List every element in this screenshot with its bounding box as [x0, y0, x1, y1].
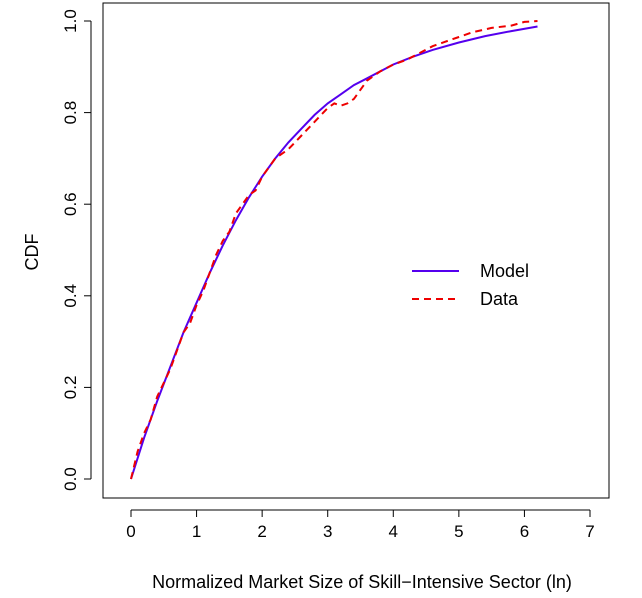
legend: Model Data [412, 261, 529, 309]
y-tick-label: 0.8 [61, 101, 80, 125]
y-tick-label: 0.0 [61, 467, 80, 491]
legend-label-model: Model [480, 261, 529, 281]
y-tick-label: 0.4 [61, 284, 80, 308]
y-axis: 0.0 0.2 0.4 0.6 0.8 1.0 [61, 9, 92, 491]
y-tick-label: 0.2 [61, 376, 80, 400]
plot-frame [102, 2, 610, 499]
x-tick-label: 1 [192, 522, 201, 541]
series-line-data [130, 20, 538, 480]
x-tick-label: 3 [323, 522, 332, 541]
x-tick-label: 7 [585, 522, 594, 541]
series-layer [130, 20, 538, 480]
y-tick-label: 1.0 [61, 9, 80, 33]
x-axis: 0 1 2 3 4 5 6 7 [126, 509, 595, 541]
series-line-model [130, 25, 538, 480]
x-tick-label: 0 [126, 522, 135, 541]
x-tick-label: 2 [257, 522, 266, 541]
x-axis-title: Normalized Market Size of Skill−Intensiv… [152, 572, 572, 592]
x-tick-label: 4 [389, 522, 398, 541]
x-tick-label: 5 [454, 522, 463, 541]
x-tick-label: 6 [520, 522, 529, 541]
y-axis-title: CDF [22, 234, 42, 271]
legend-label-data: Data [480, 289, 519, 309]
y-tick-label: 0.6 [61, 192, 80, 216]
